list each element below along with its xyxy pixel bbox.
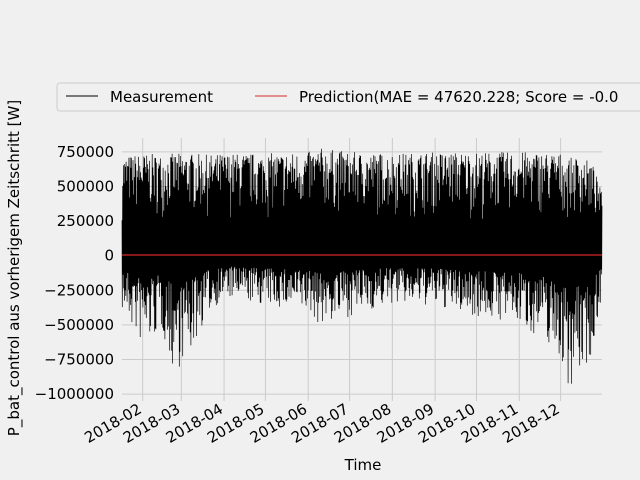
y-axis-label: P_bat_control aus vorherigem Zeitschritt… xyxy=(5,100,24,436)
y-tick-label: 0 xyxy=(104,247,114,265)
y-tick-label: −500000 xyxy=(44,316,114,334)
legend-label-prediction: Prediction(MAE = 47620.228; Score = -0.0 xyxy=(299,88,618,106)
x-axis-label: Time xyxy=(344,456,382,474)
y-tick-label: −1000000 xyxy=(35,385,114,403)
legend: Measurement Prediction(MAE = 47620.228; … xyxy=(56,82,640,112)
measurement-line xyxy=(121,148,603,384)
y-tick-label: 250000 xyxy=(57,212,114,230)
y-tick-label: −750000 xyxy=(44,350,114,368)
legend-label-measurement: Measurement xyxy=(110,88,213,106)
legend-frame xyxy=(56,82,640,112)
y-tick-label: 500000 xyxy=(57,177,114,195)
y-axis-ticks: 750000 500000 250000 0 −250000 −500000 −750000… xyxy=(35,143,114,403)
measurement-series xyxy=(121,148,603,384)
y-tick-label: −250000 xyxy=(44,281,114,299)
y-tick-label: 750000 xyxy=(57,143,114,161)
